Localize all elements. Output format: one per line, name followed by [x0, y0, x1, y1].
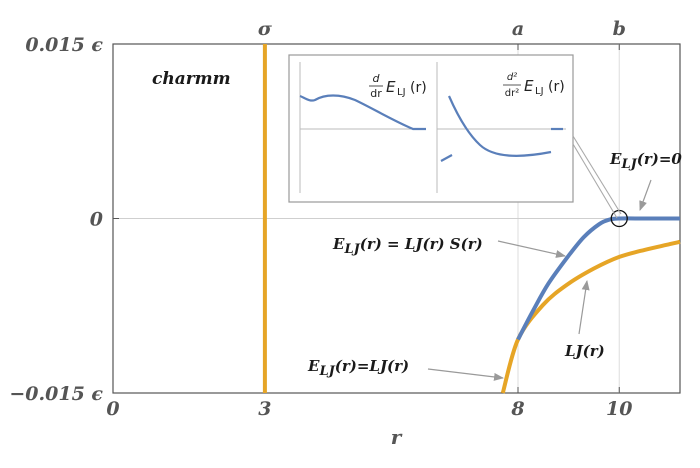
annotation-zero-sub: LJ	[620, 157, 637, 172]
y-tick-labels: 0.015 ϵ 0 −0.015 ϵ	[9, 34, 103, 405]
y-tick-label-2: −0.015 ϵ	[9, 383, 103, 405]
inset-1-curve	[299, 94, 426, 131]
inset-1-label: d dr E LJ (r)	[369, 72, 427, 100]
annotation-zero-E: E	[609, 150, 622, 168]
inset-2-label: d² dr² E LJ (r)	[503, 72, 565, 99]
x-tick-label-3: 3	[258, 398, 271, 420]
elj-curve	[516, 216, 680, 341]
inset-2-label-arg: (r)	[548, 79, 565, 95]
inset-2-label-num: d²	[507, 72, 517, 83]
inset-1-label-num: d	[373, 72, 381, 85]
annotation-product-rest: (r) = LJ(r) S(r)	[360, 235, 483, 253]
x-axis-label: r	[391, 425, 403, 449]
inset-1-label-arg: (r)	[410, 80, 427, 96]
annotation-product-E: E	[332, 235, 345, 253]
annotation-lj: LJ(r)	[564, 342, 605, 360]
inset-2-label-den: dr²	[505, 88, 519, 99]
annotation-inner-sub: LJ	[318, 364, 335, 379]
y-tick-label-1: 0	[90, 209, 103, 231]
x-tick-label-8: 8	[510, 398, 524, 420]
x-tick-label-10: 10	[606, 398, 632, 420]
annotation-product-sub: LJ	[343, 242, 360, 257]
annotation-arrow-product	[497, 240, 566, 258]
inset: d dr E LJ (r) d² dr² E LJ (r)	[288, 54, 574, 203]
annotation-arrow-inner	[427, 368, 504, 381]
inset-2-label-fn: E	[524, 77, 534, 95]
inset-1-label-sub: LJ	[397, 87, 406, 98]
annotation-product: ELJ(r) = LJ(r) S(r)	[332, 235, 483, 257]
inset-1-label-den: dr	[370, 87, 382, 100]
series-group	[262, 44, 681, 394]
top-tick-label-σ: σ	[258, 18, 273, 40]
inset-1-label-fn: E	[386, 78, 396, 96]
annotation-zero: ELJ(r)=0	[609, 150, 682, 172]
annotation-inner: ELJ(r)=LJ(r)	[307, 357, 409, 379]
annotation-arrow-lj	[578, 280, 590, 335]
inset-2-curve-main	[447, 95, 552, 157]
annotation-inner-E: E	[307, 357, 320, 375]
y-tick-label-0: 0.015 ϵ	[25, 34, 103, 56]
inset-2-label-sub: LJ	[535, 86, 544, 97]
top-tick-label-b: b	[613, 18, 626, 40]
annotation-arrow-zero	[639, 179, 652, 211]
top-tick-label-a: a	[512, 18, 524, 40]
x-tick-label-0: 0	[106, 398, 119, 420]
x-tick-labels: 0 3 8 10	[106, 398, 632, 420]
inset-pointer-line-2	[572, 143, 618, 219]
annotation-zero-rest: (r)=0	[637, 150, 683, 168]
annotation-inner-rest: (r)=LJ(r)	[335, 357, 409, 375]
inset-pointer-line-1	[572, 135, 622, 215]
panel-label: charmm	[152, 69, 231, 89]
inset-2-curve-left	[440, 154, 453, 162]
